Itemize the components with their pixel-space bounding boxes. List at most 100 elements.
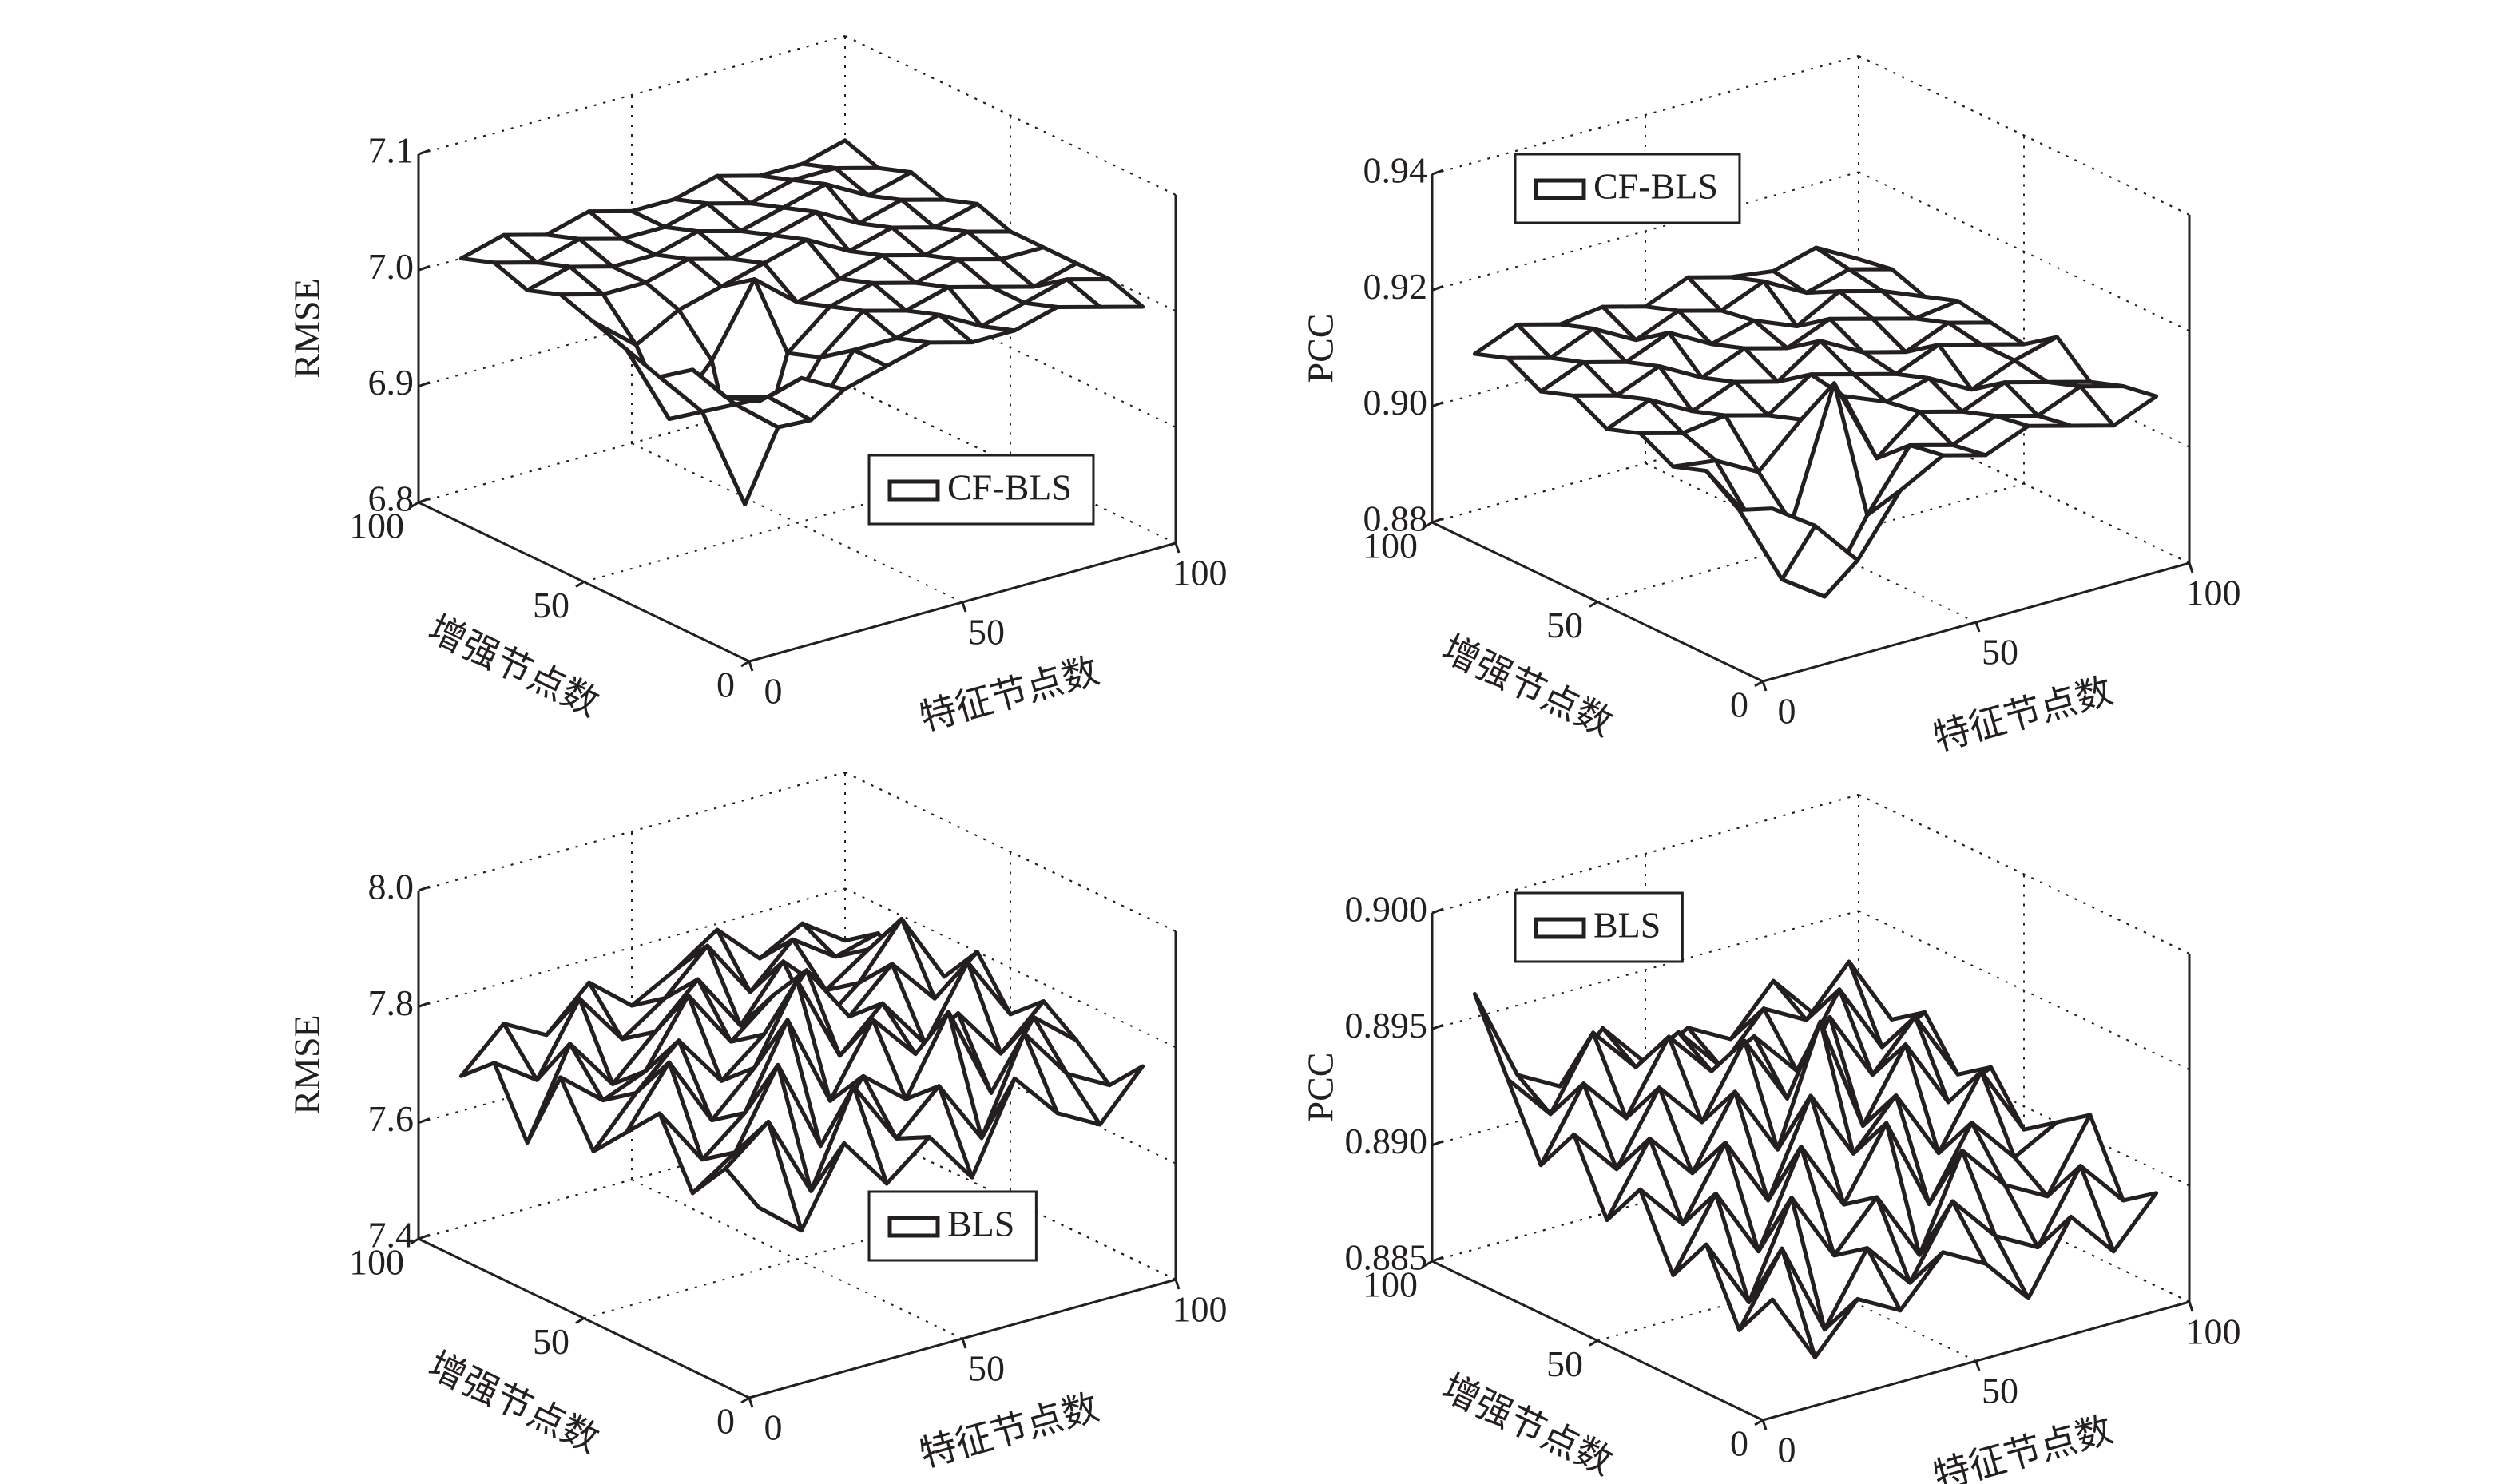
grid-line <box>1431 403 1859 523</box>
x-tick <box>1174 542 1181 554</box>
grid-line <box>583 1199 1011 1319</box>
y-tick <box>740 1396 750 1404</box>
y-tick <box>410 1237 419 1245</box>
x-tick <box>2188 562 2194 573</box>
x-axis-label: 特征节点数 <box>915 650 1103 739</box>
grid-line <box>583 462 1011 583</box>
x-tick-label: 50 <box>968 612 1005 653</box>
legend-label: BLS <box>947 1204 1014 1244</box>
grid-line <box>418 1120 846 1240</box>
y-tick <box>1754 1419 1764 1426</box>
y-tick <box>575 1317 585 1324</box>
legend-swatch <box>1534 178 1586 200</box>
grid-line <box>844 772 1177 932</box>
z-tick-label: 7.0 <box>368 246 415 287</box>
grid-line <box>1431 55 1859 175</box>
x-tick <box>961 1338 967 1349</box>
subplot: 6.8 6.9 7.0 7.1 0 50 100 0 50 100 特征节点数 增强节点数 RMSE CF… <box>287 35 1228 739</box>
z-tick <box>1431 401 1444 408</box>
z-axis-label: PCC <box>1300 1053 1341 1122</box>
z-tick <box>1431 284 1444 292</box>
surface-patch <box>1737 1246 1817 1359</box>
z-tick-label: 7.6 <box>368 1098 415 1139</box>
z-tick <box>418 264 431 272</box>
x-tick-label: 0 <box>1778 1430 1796 1470</box>
y-axis-label: 增强节点数 <box>422 1344 605 1461</box>
y-axis-label: 增强节点数 <box>1435 1367 1618 1483</box>
z-tick-label: 7.1 <box>368 130 415 171</box>
y-tick <box>410 501 419 509</box>
y-tick <box>1754 680 1764 688</box>
x-tick-label: 100 <box>1173 1289 1228 1330</box>
z-tick-label: 0.94 <box>1363 150 1428 191</box>
surface-patch <box>724 1119 804 1233</box>
y-tick-label: 0 <box>1730 684 1748 725</box>
z-tick-label: 6.9 <box>368 362 415 403</box>
x-tick <box>961 601 967 613</box>
grid-line <box>1858 55 2190 216</box>
x-tick <box>1974 1360 1981 1371</box>
z-tick <box>1431 517 1444 524</box>
z-axis-label: RMSE <box>287 1014 327 1114</box>
y-tick <box>1589 601 1598 608</box>
x-tick <box>2188 1301 2194 1312</box>
y-tick <box>1423 1260 1433 1268</box>
x-tick-label: 50 <box>1982 1371 2018 1411</box>
z-tick-label: 0.890 <box>1345 1121 1428 1161</box>
z-tick <box>418 1117 431 1125</box>
z-tick-label: 0.88 <box>1363 498 1428 539</box>
y-tick-label: 100 <box>1363 1264 1418 1305</box>
z-tick-label: 6.8 <box>368 478 415 519</box>
legend: BLS <box>1514 891 1684 963</box>
x-tick <box>1974 621 1981 633</box>
grid-line <box>844 35 1177 196</box>
z-tick <box>418 381 431 388</box>
grid-line <box>418 383 846 503</box>
grid-line <box>1431 794 1859 914</box>
legend-box <box>867 1190 1038 1262</box>
legend-label: CF-BLS <box>947 467 1072 508</box>
x-tick <box>748 661 754 672</box>
z-tick <box>418 149 431 156</box>
subplot: 7.4 7.6 7.8 8.0 0 50 100 0 50 100 特征节点数 增强节点数 RMSE BL… <box>287 772 1228 1475</box>
y-tick <box>740 660 750 668</box>
z-tick-label: 0.895 <box>1345 1005 1428 1046</box>
x-tick-label: 0 <box>764 671 783 712</box>
x-tick-label: 50 <box>968 1348 1005 1389</box>
x-tick-label: 100 <box>1173 553 1228 593</box>
y-tick-label: 100 <box>349 1242 404 1283</box>
x-axis-label: 特征节点数 <box>915 1387 1103 1475</box>
y-tick-label: 50 <box>533 1321 569 1362</box>
subplot: 0.88 0.90 0.92 0.94 0 50 100 0 50 100 特征节点数 增强节点数 PC… <box>1300 55 2241 759</box>
y-tick-label: 0 <box>716 665 735 705</box>
z-tick <box>1431 1140 1444 1147</box>
z-tick <box>418 497 431 504</box>
y-tick-label: 0 <box>1730 1423 1748 1464</box>
x-tick <box>1761 1419 1768 1430</box>
z-tick <box>418 1001 431 1008</box>
y-tick-label: 50 <box>1546 1343 1583 1384</box>
y-tick <box>575 581 585 588</box>
x-tick <box>1761 680 1768 692</box>
legend-swatch <box>887 1216 940 1238</box>
legend-label: CF-BLS <box>1593 166 1718 207</box>
x-tick-label: 0 <box>1778 691 1796 732</box>
z-tick-label: 7.8 <box>368 982 415 1023</box>
x-axis-label: 特征节点数 <box>1929 1409 2117 1484</box>
y-tick-label: 0 <box>716 1401 735 1442</box>
z-tick <box>418 885 431 892</box>
y-tick <box>1423 521 1433 529</box>
legend: CF-BLS <box>867 454 1095 526</box>
x-tick-label: 50 <box>1982 632 2018 673</box>
y-tick <box>1589 1339 1598 1347</box>
x-tick <box>1174 1279 1181 1290</box>
x-tick <box>748 1397 754 1408</box>
x-tick-label: 100 <box>2186 1311 2241 1352</box>
y-tick-label: 50 <box>533 585 569 625</box>
z-axis-label: RMSE <box>287 278 327 378</box>
y-tick-label: 50 <box>1546 605 1583 645</box>
y-axis-label: 增强节点数 <box>422 608 605 724</box>
x-tick-label: 0 <box>764 1407 783 1448</box>
grid-line <box>1858 794 2190 954</box>
